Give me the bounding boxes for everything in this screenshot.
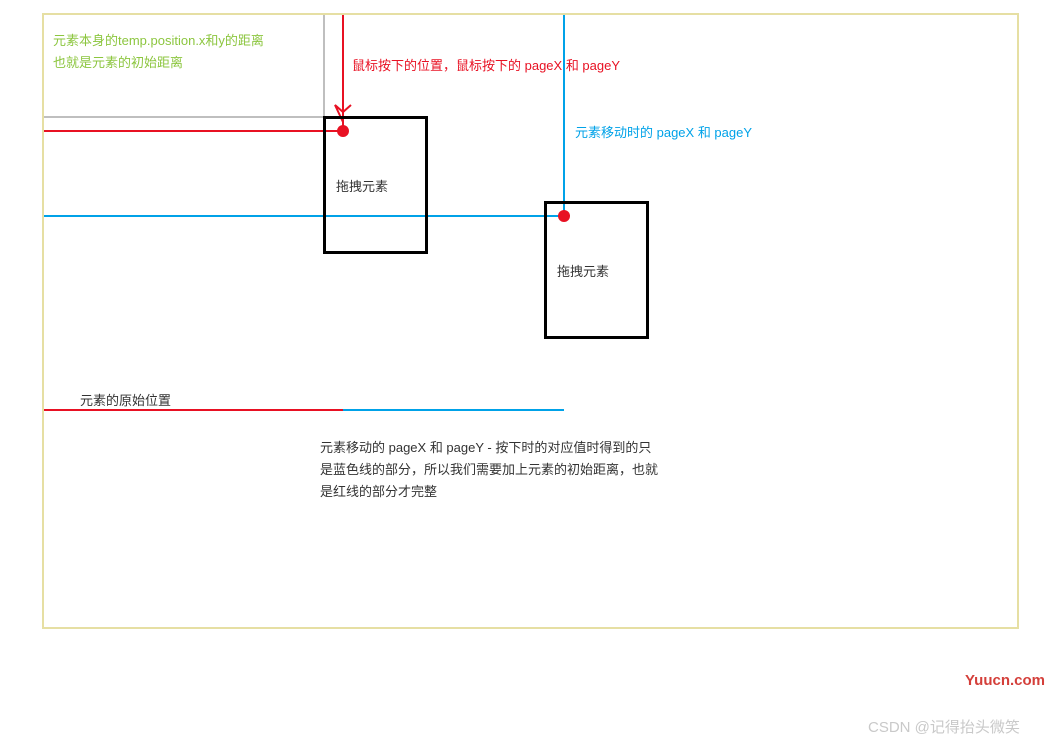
watermark-csdn: CSDN @记得抬头微笑: [868, 716, 1020, 737]
annotation-mousemove: 元素移动时的 pageX 和 pageY: [575, 122, 752, 144]
drag-label-2: 拖拽元素: [557, 261, 609, 280]
mousedown-dot: [337, 125, 349, 137]
drag-element-original: 拖拽元素: [323, 116, 428, 254]
annotation-initial-distance: 元素本身的temp.position.x和y的距离 也就是元素的初始距离: [53, 30, 264, 74]
annotation-mousedown: 鼠标按下的位置，鼠标按下的 pageX 和 pageY: [352, 55, 620, 77]
watermark-yuucn: Yuucn.com: [965, 672, 1045, 689]
drag-element-moved: 拖拽元素: [544, 201, 649, 339]
annotation-explanation: 元素移动的 pageX 和 pageY - 按下时的对应值时得到的只 是蓝色线的…: [320, 437, 658, 503]
outer-container: [42, 13, 1019, 629]
drag-label-1: 拖拽元素: [336, 176, 388, 195]
mousemove-dot: [558, 210, 570, 222]
annotation-original-position: 元素的原始位置: [80, 390, 171, 412]
